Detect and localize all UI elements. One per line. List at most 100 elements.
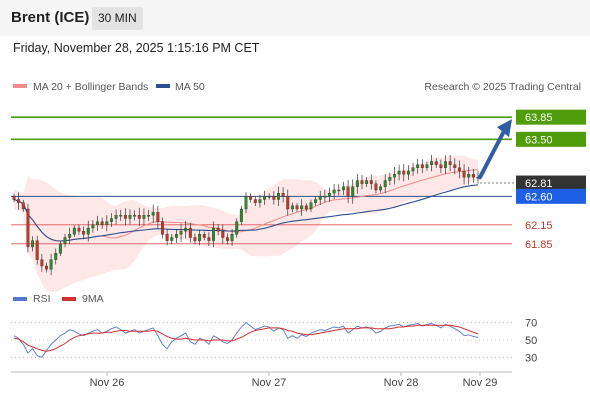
candle-body <box>151 212 155 216</box>
candle <box>444 155 447 175</box>
rsi-tick-70: 70 <box>525 318 537 330</box>
candle <box>165 229 169 246</box>
candle-body <box>365 180 369 184</box>
candle <box>170 233 174 245</box>
candle-body <box>425 164 429 168</box>
candle <box>119 209 123 221</box>
candle-body <box>277 193 280 200</box>
candle-body <box>58 243 62 254</box>
candle <box>137 207 141 227</box>
candle <box>207 232 211 246</box>
candle <box>383 174 387 194</box>
candle-body <box>281 193 285 197</box>
candle <box>188 222 192 243</box>
candle-body <box>202 234 206 238</box>
candle-body <box>212 227 215 241</box>
ma50-legend-label: MA 50 <box>175 81 205 93</box>
candle <box>91 220 95 233</box>
candle <box>448 155 452 172</box>
candle <box>12 193 16 203</box>
candle-body <box>369 180 373 184</box>
candle <box>295 202 299 212</box>
candle <box>230 229 234 246</box>
candle-body <box>193 237 197 241</box>
candle <box>58 241 62 257</box>
candle-body <box>388 177 392 181</box>
candle-body <box>457 167 461 172</box>
candle <box>63 234 67 248</box>
candle <box>290 202 294 213</box>
candle-body <box>96 221 99 225</box>
ma50-line <box>13 184 479 242</box>
candle <box>225 233 229 245</box>
candle-body <box>430 161 434 165</box>
candle <box>198 229 202 246</box>
instrument-title: Brent (ICE) <box>11 9 90 26</box>
candle <box>430 154 434 172</box>
price-tag-63.85 <box>516 109 586 125</box>
candle <box>174 228 178 243</box>
candle <box>184 220 188 239</box>
candle-body <box>45 265 48 270</box>
rsi-ma-legend-label: 9MA <box>82 293 104 305</box>
candle-body <box>17 199 21 203</box>
candle-body <box>379 186 383 191</box>
candle <box>467 166 471 185</box>
candle <box>318 190 322 206</box>
candle-body <box>91 224 95 229</box>
candle-body <box>123 215 127 219</box>
candle <box>457 160 461 179</box>
forecast-arrow <box>478 119 512 180</box>
candle <box>17 192 21 210</box>
candle-body <box>82 231 86 235</box>
candle <box>420 159 424 174</box>
candle <box>300 199 304 216</box>
candle-body <box>174 234 178 238</box>
x-tick-label: Nov 28 <box>384 377 419 389</box>
rsi-tick-30: 30 <box>525 352 537 364</box>
candle <box>425 161 429 171</box>
candle <box>360 174 364 190</box>
candle-body <box>137 215 141 219</box>
candle-body <box>161 221 164 235</box>
candle-body <box>341 186 345 191</box>
source-credit: Research © 2025 Trading Central <box>424 81 581 93</box>
candle <box>277 186 280 206</box>
candle-body <box>471 174 475 178</box>
candle-body <box>147 215 151 217</box>
candle <box>123 208 127 226</box>
candle <box>374 180 378 194</box>
rsi-ma-legend-swatch <box>62 297 76 301</box>
timeframe-badge[interactable]: 30 MIN <box>92 7 143 30</box>
rsi-panel: 70 50 30 <box>11 318 537 364</box>
candle-body <box>198 234 202 241</box>
candle <box>439 159 443 174</box>
candle-body <box>31 240 35 248</box>
candle-body <box>393 174 396 178</box>
candle-body <box>346 186 350 197</box>
candle-body <box>100 221 104 225</box>
candle <box>434 158 438 168</box>
bollinger-band <box>14 155 478 293</box>
candle-body <box>351 186 355 197</box>
candle-body <box>133 215 137 217</box>
candle <box>281 187 285 203</box>
rsi-legend-swatch <box>13 297 27 301</box>
candle <box>239 205 243 225</box>
candle <box>393 167 396 185</box>
candle-body <box>406 170 410 175</box>
candle-body <box>374 183 378 191</box>
candle-body <box>54 253 58 260</box>
price-tag-label-62.81: 62.81 <box>525 178 553 190</box>
candle <box>462 164 466 185</box>
candle-body <box>119 215 123 217</box>
level-lines <box>11 116 515 245</box>
chart-datetime: Friday, November 28, 2025 1:15:16 PM CET <box>13 41 260 55</box>
forecast-arrow-head <box>497 119 512 138</box>
candle <box>235 218 239 238</box>
candle <box>109 213 113 228</box>
candle <box>411 162 415 177</box>
candle-body <box>207 237 211 241</box>
candle <box>77 224 81 235</box>
